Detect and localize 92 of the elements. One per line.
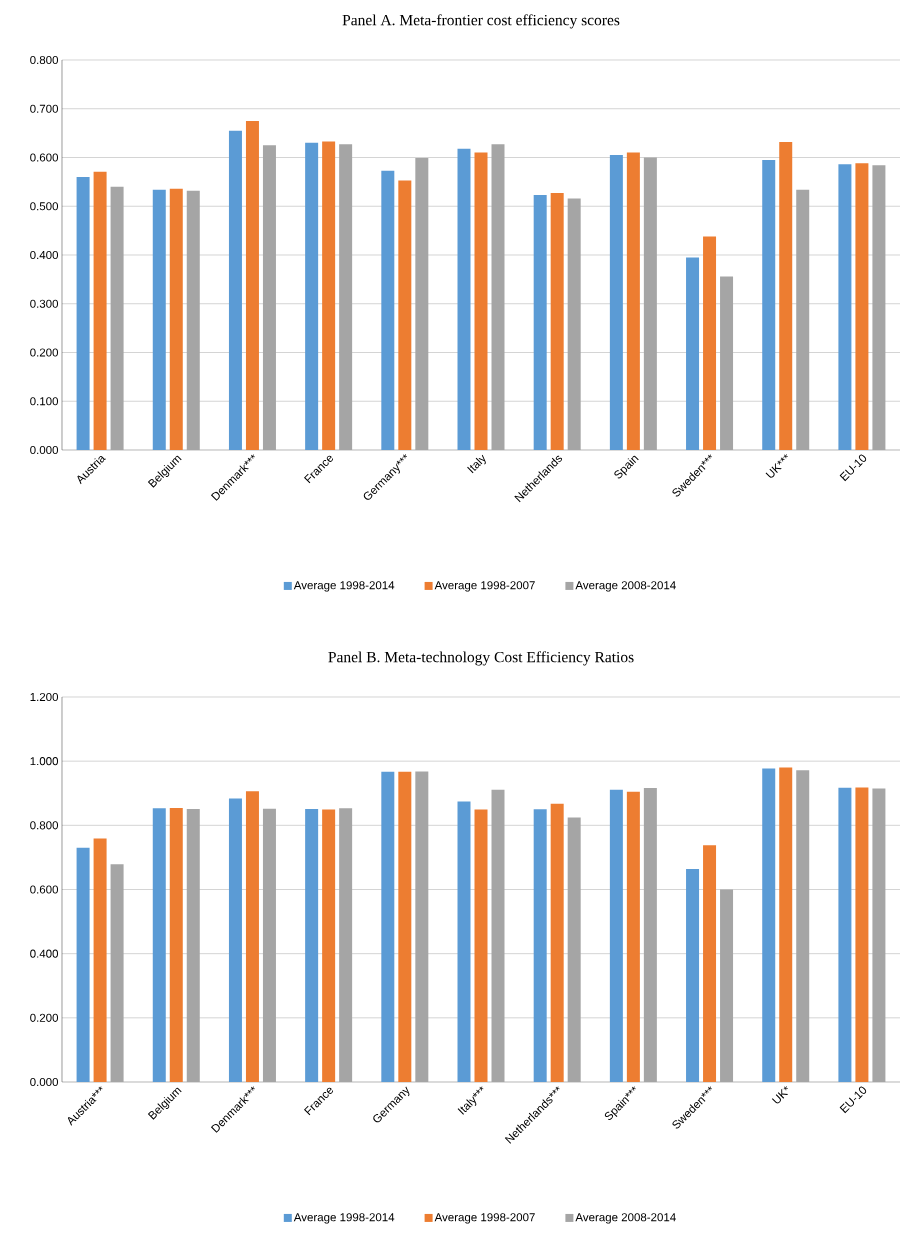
bar bbox=[626, 791, 640, 1082]
bar bbox=[491, 144, 505, 450]
bar bbox=[186, 808, 200, 1082]
bar bbox=[838, 787, 852, 1082]
bar bbox=[457, 801, 471, 1082]
y-tick-label: 0.600 bbox=[30, 153, 59, 162]
bar bbox=[796, 189, 810, 450]
y-tick-label: 1.200 bbox=[30, 692, 59, 702]
bar bbox=[762, 768, 776, 1082]
bar bbox=[872, 788, 886, 1082]
bar bbox=[796, 770, 810, 1082]
bar bbox=[567, 817, 581, 1082]
bar bbox=[474, 152, 488, 450]
bar bbox=[262, 808, 276, 1082]
legend-label: Average 1998-2014 bbox=[293, 581, 395, 592]
legend-label: Average 2008-2014 bbox=[575, 581, 676, 592]
bar bbox=[550, 803, 564, 1082]
bar bbox=[339, 808, 353, 1082]
y-tick-label: 0.800 bbox=[30, 821, 59, 830]
bar bbox=[245, 120, 259, 450]
bar bbox=[703, 845, 717, 1082]
bar bbox=[381, 771, 395, 1082]
bar bbox=[110, 186, 124, 450]
y-tick-label: 0.500 bbox=[30, 202, 59, 211]
bar bbox=[533, 809, 547, 1082]
bar bbox=[762, 159, 776, 450]
y-tick-label: 0.700 bbox=[30, 104, 59, 113]
bar bbox=[838, 164, 852, 450]
bar bbox=[322, 141, 336, 450]
bar bbox=[550, 193, 564, 450]
bar bbox=[643, 157, 657, 450]
chart-title: Panel B. Meta-technology Cost Efficiency Ratios bbox=[328, 651, 634, 666]
y-tick-label: 0.400 bbox=[30, 949, 59, 958]
bar bbox=[609, 789, 623, 1082]
bar bbox=[381, 170, 395, 450]
x-tick-label: UK* bbox=[771, 1086, 789, 1104]
legend-label: Average 1998-2007 bbox=[434, 1213, 535, 1224]
bar bbox=[779, 767, 793, 1082]
x-tick-label: Italy bbox=[467, 454, 486, 474]
y-tick-label: 0.400 bbox=[30, 250, 59, 260]
bar bbox=[76, 847, 90, 1082]
bar bbox=[76, 176, 90, 450]
bar bbox=[415, 157, 429, 450]
bar bbox=[686, 868, 700, 1082]
bar bbox=[686, 257, 700, 450]
bar bbox=[626, 152, 640, 450]
bar bbox=[533, 195, 547, 450]
y-tick-label: 0.200 bbox=[30, 348, 59, 357]
bar bbox=[703, 236, 717, 450]
legend-label: Average 2008-2014 bbox=[575, 1213, 676, 1224]
bar bbox=[228, 130, 242, 450]
bar bbox=[245, 791, 259, 1082]
bar bbox=[415, 771, 429, 1082]
bar bbox=[93, 171, 107, 450]
y-tick-label: 1.000 bbox=[30, 757, 59, 766]
bar bbox=[457, 148, 471, 450]
y-tick-label: 0.200 bbox=[30, 1013, 59, 1022]
y-tick-label: 0.300 bbox=[30, 299, 59, 308]
bar bbox=[169, 808, 183, 1082]
bar bbox=[305, 142, 319, 450]
bar bbox=[398, 771, 412, 1082]
y-tick-label: 0.600 bbox=[30, 885, 59, 894]
bar bbox=[186, 190, 200, 450]
bar bbox=[93, 838, 107, 1082]
bar bbox=[262, 145, 276, 450]
bar bbox=[855, 163, 869, 450]
chart-title: Panel A. Meta-frontier cost efficiency scores bbox=[342, 14, 620, 29]
legend-label: Average 1998-2007 bbox=[434, 581, 535, 592]
y-tick-label: 0.000 bbox=[30, 445, 59, 455]
bar bbox=[339, 144, 353, 450]
bar bbox=[152, 189, 166, 450]
bar bbox=[228, 798, 242, 1082]
bar bbox=[609, 155, 623, 450]
bar bbox=[152, 808, 166, 1082]
y-tick-label: 0.000 bbox=[30, 1077, 59, 1087]
bar bbox=[643, 788, 657, 1082]
y-tick-label: 0.100 bbox=[30, 397, 59, 406]
bar bbox=[169, 188, 183, 450]
legend-label: Average 1998-2014 bbox=[293, 1213, 395, 1224]
bar bbox=[567, 198, 581, 450]
y-tick-label: 0.800 bbox=[30, 55, 59, 65]
bar bbox=[855, 787, 869, 1082]
bar bbox=[474, 809, 488, 1082]
bar bbox=[322, 809, 336, 1082]
bar bbox=[110, 864, 124, 1082]
bar bbox=[720, 889, 734, 1082]
bar bbox=[398, 180, 412, 450]
bar bbox=[779, 141, 793, 450]
bar bbox=[872, 165, 886, 450]
bar bbox=[305, 808, 319, 1082]
bar bbox=[491, 789, 505, 1082]
bar bbox=[720, 276, 734, 450]
